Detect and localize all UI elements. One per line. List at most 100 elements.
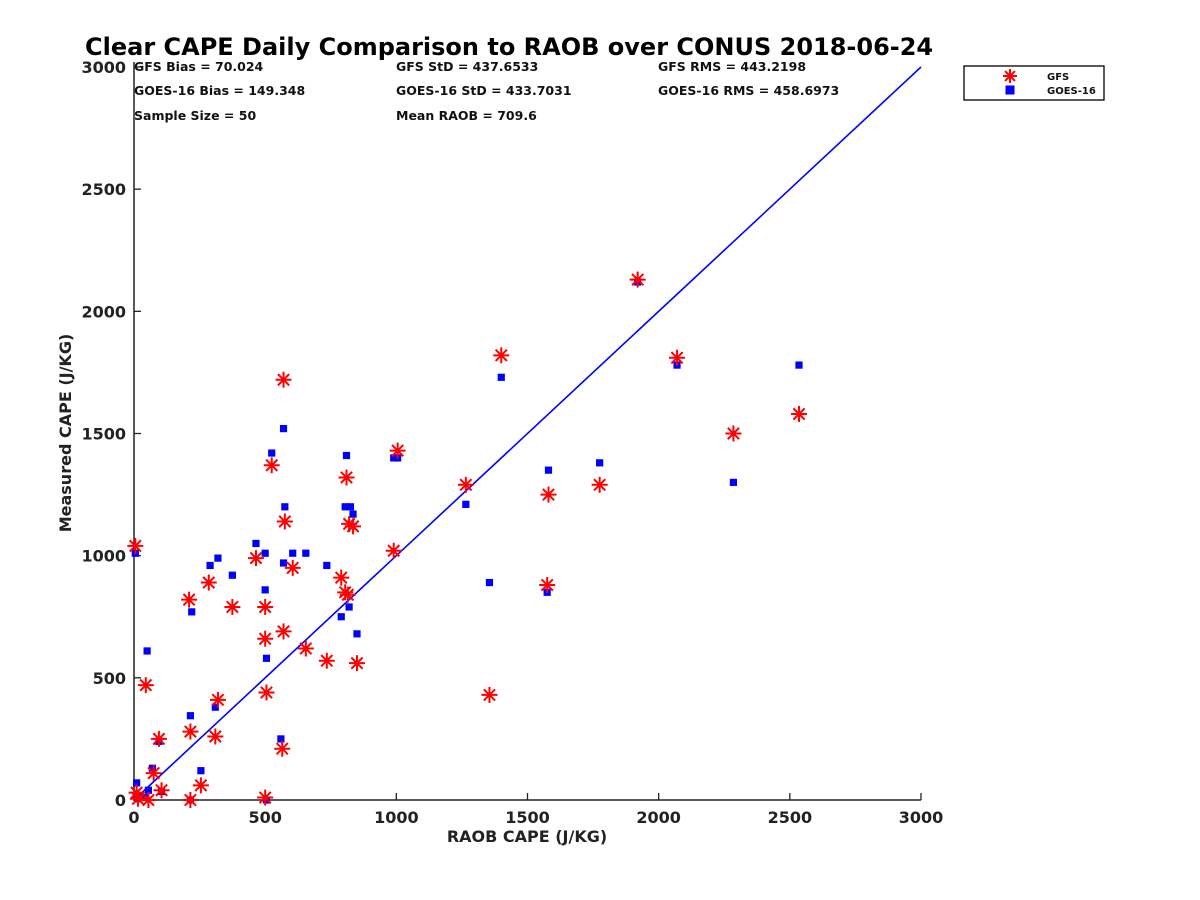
gfs-point — [257, 630, 274, 647]
goes16-point — [342, 451, 351, 460]
goes16-point — [143, 647, 151, 655]
goes16-point — [262, 654, 271, 662]
gfs-point — [725, 425, 742, 442]
gfs-point — [275, 371, 292, 388]
chart-title: Clear CAPE Daily Comparison to RAOB over… — [85, 33, 933, 61]
legend-goes16-marker — [1005, 85, 1015, 95]
legend-box — [963, 65, 1105, 101]
stat-gfs-bias: GFS Bias = 70.024 — [134, 59, 264, 74]
goes16-point — [390, 454, 398, 462]
goes16-point — [261, 586, 269, 594]
legend-gfs-label: GFS — [1047, 72, 1069, 83]
goes16-point — [462, 500, 470, 508]
legend-goes16-label: GOES-16 — [1047, 86, 1096, 97]
gfs-point — [263, 457, 280, 474]
x-tick-label: 1500 — [505, 808, 550, 827]
y-axis-ticks: 0 500 1000 1500 2000 2500 3000 — [81, 58, 141, 810]
gfs-point — [539, 576, 556, 593]
goes16-point — [214, 554, 222, 562]
gfs-point — [137, 677, 154, 694]
gfs-point — [182, 723, 199, 740]
goes16-point — [596, 459, 604, 467]
goes16-point — [497, 373, 505, 381]
gfs-point — [127, 537, 144, 554]
goes16-point — [148, 764, 156, 772]
stats-block: GFS Bias = 70.024 GFS StD = 437.6533 GFS… — [134, 59, 839, 123]
gfs-point — [207, 728, 224, 745]
y-tick-label: 1000 — [81, 547, 126, 566]
goes16-point — [795, 361, 803, 369]
y-tick-label: 0 — [115, 791, 126, 810]
gfs-point — [457, 476, 474, 493]
goes16-point — [544, 466, 553, 474]
goes16-point — [485, 578, 494, 587]
gfs-point — [333, 569, 350, 586]
goes16-point — [133, 779, 141, 787]
gfs-point — [181, 591, 198, 608]
gfs-point — [257, 789, 274, 806]
gfs-point — [153, 782, 170, 799]
stat-sample-size: Sample Size = 50 — [134, 108, 256, 123]
legend-gfs-star — [1003, 69, 1017, 83]
stat-mean-raob: Mean RAOB = 709.6 — [396, 108, 537, 123]
gfs-point — [284, 559, 301, 576]
legend: GFS GOES-16 — [963, 65, 1105, 101]
x-tick-label: 2000 — [636, 808, 681, 827]
goes16-point — [323, 561, 331, 570]
goes16-point — [261, 549, 269, 557]
gfs-point — [140, 792, 157, 808]
goes16-point — [729, 478, 738, 486]
x-axis-ticks: 0 500 1000 1500 2000 2500 3000 — [128, 793, 943, 827]
stat-goes16-rms: GOES-16 RMS = 458.6973 — [658, 83, 839, 98]
x-tick-label: 0 — [128, 808, 139, 827]
goes16-point — [353, 630, 361, 638]
y-tick-label: 1500 — [81, 425, 126, 444]
x-axis-label: RAOB CAPE (J/KG) — [447, 827, 607, 846]
legend-gfs-marker — [1003, 69, 1017, 83]
goes16-point — [211, 703, 219, 711]
goes16-point — [268, 449, 276, 457]
goes16-point — [302, 549, 310, 557]
gfs-point — [274, 740, 291, 757]
goes16-point — [188, 608, 196, 616]
stat-gfs-std: GFS StD = 437.6533 — [396, 59, 538, 74]
gfs-point — [209, 691, 226, 708]
x-tick-label: 2500 — [768, 808, 813, 827]
goes16-point — [228, 571, 236, 579]
goes16-point — [349, 510, 357, 518]
gfs-point — [791, 405, 808, 422]
gfs-point — [669, 349, 686, 366]
y-tick-label: 3000 — [81, 58, 126, 77]
gfs-point — [247, 550, 264, 567]
gfs-point — [339, 586, 356, 603]
goes16-point — [197, 767, 205, 775]
data-points — [127, 271, 808, 808]
one-to-one-line — [133, 66, 922, 801]
gfs-point — [591, 476, 608, 493]
goes16-point — [186, 712, 195, 720]
goes16-point — [337, 613, 345, 621]
goes16-point — [279, 425, 288, 433]
gfs-point — [275, 623, 292, 640]
y-axis-label: Measured CAPE (J/KG) — [56, 334, 75, 533]
y-tick-label: 500 — [93, 669, 126, 688]
stat-gfs-rms: GFS RMS = 443.2198 — [658, 59, 806, 74]
gfs-point — [145, 765, 162, 782]
gfs-point — [318, 652, 335, 669]
y-tick-label: 2000 — [81, 302, 126, 321]
gfs-point — [192, 777, 209, 794]
x-tick-label: 1000 — [374, 808, 419, 827]
x-tick-label: 500 — [248, 808, 281, 827]
gfs-point — [258, 684, 275, 701]
goes16-point — [289, 549, 297, 557]
gfs-point — [150, 730, 167, 747]
goes16-point — [252, 539, 260, 548]
goes16-point — [277, 735, 285, 743]
gfs-point — [182, 792, 199, 808]
gfs-point — [385, 542, 402, 559]
stat-goes16-std: GOES-16 StD = 433.7031 — [396, 83, 572, 98]
gfs-point — [629, 271, 646, 288]
stat-goes16-bias: GOES-16 Bias = 149.348 — [134, 83, 305, 98]
gfs-point — [129, 790, 146, 807]
